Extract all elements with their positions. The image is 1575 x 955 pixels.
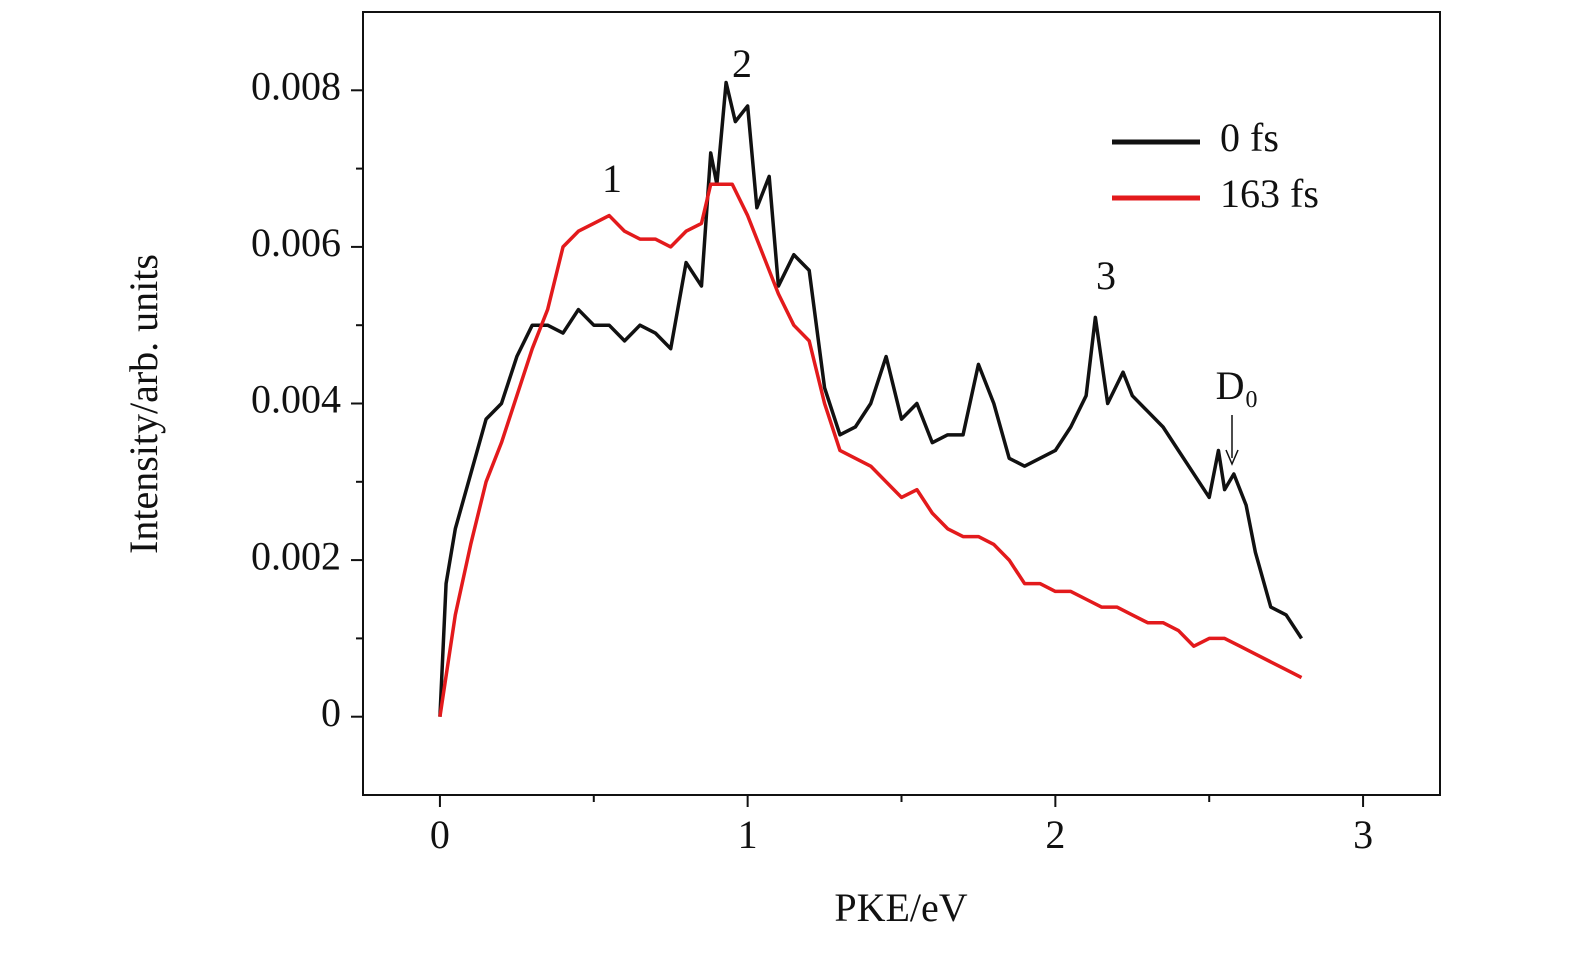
x-tick-label: 3	[1353, 812, 1373, 857]
x-axis-label: PKE/eV	[834, 885, 967, 930]
y-tick-label: 0.008	[251, 63, 341, 108]
y-tick-label: 0.004	[251, 377, 341, 422]
annotation: D₀	[1216, 363, 1259, 408]
legend-label: 0 fs	[1220, 115, 1279, 160]
y-tick-label: 0.006	[251, 220, 341, 265]
x-tick-label: 0	[430, 812, 450, 857]
y-axis-label: Intensity/arb. units	[121, 254, 166, 554]
legend-label: 163 fs	[1220, 171, 1319, 216]
x-tick-label: 1	[738, 812, 758, 857]
series-line	[438, 182, 1303, 717]
annotation-arrowhead	[1225, 449, 1239, 466]
annotation: 3	[1096, 253, 1116, 298]
annotation: 2	[732, 41, 752, 86]
x-tick-label: 2	[1045, 812, 1065, 857]
annotation: 1	[602, 156, 622, 201]
series-line	[438, 80, 1303, 717]
y-tick-label: 0	[321, 690, 341, 735]
y-tick-label: 0.002	[251, 533, 341, 578]
